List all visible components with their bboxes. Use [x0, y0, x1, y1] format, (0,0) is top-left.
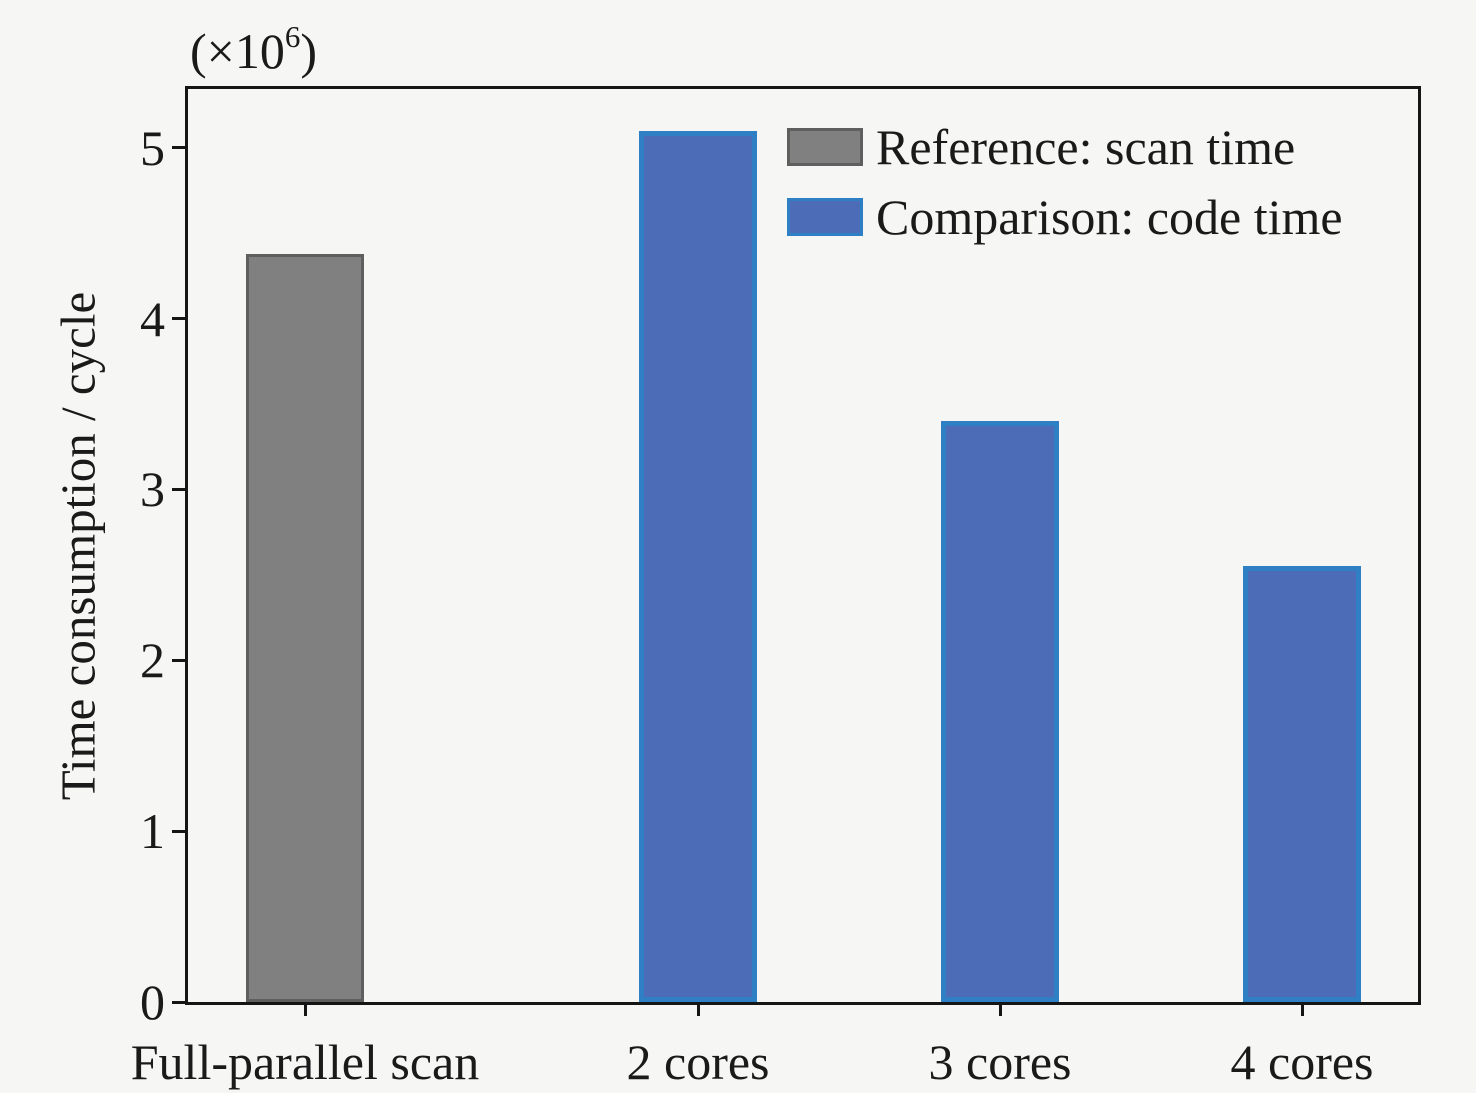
x-tick-mark — [303, 1002, 307, 1016]
y-tick-label: 1 — [140, 803, 165, 860]
legend-label: Comparison: code time — [876, 189, 1343, 245]
x-tick-mark — [1300, 1002, 1304, 1016]
y-tick-mark — [172, 317, 187, 321]
legend-swatch — [787, 128, 863, 166]
bar-4-cores — [1243, 566, 1361, 1002]
y-tick-label: 5 — [140, 119, 165, 176]
y-tick-label: 3 — [140, 461, 165, 518]
y-tick-mark — [172, 1000, 187, 1004]
multiplier-suffix: ) — [300, 23, 318, 79]
x-tick-label: 4 cores — [1230, 1034, 1374, 1090]
legend-label: Reference: scan time — [876, 119, 1296, 175]
bar-3-cores — [941, 421, 1059, 1002]
y-axis-multiplier: (×106) — [190, 18, 318, 80]
y-tick-label: 2 — [140, 632, 165, 689]
legend-swatch — [787, 198, 863, 236]
y-tick-label: 4 — [140, 290, 165, 347]
x-tick-label: 2 cores — [626, 1034, 770, 1090]
y-tick-mark — [172, 658, 187, 662]
y-tick-mark — [172, 146, 187, 150]
multiplier-prefix: (×10 — [190, 23, 285, 79]
y-axis-title: Time consumption / cycle — [50, 291, 106, 801]
multiplier-exponent: 6 — [284, 18, 301, 54]
x-tick-mark — [998, 1002, 1002, 1016]
x-tick-mark — [696, 1002, 700, 1016]
y-tick-label: 0 — [140, 974, 165, 1030]
x-tick-label: 3 cores — [928, 1034, 1072, 1090]
bar-2-cores — [639, 130, 757, 1002]
y-tick-mark — [172, 829, 187, 833]
bar-full-parallel-scan — [246, 253, 364, 1002]
y-tick-mark — [172, 487, 187, 491]
x-tick-label: Full-parallel scan — [130, 1034, 480, 1090]
